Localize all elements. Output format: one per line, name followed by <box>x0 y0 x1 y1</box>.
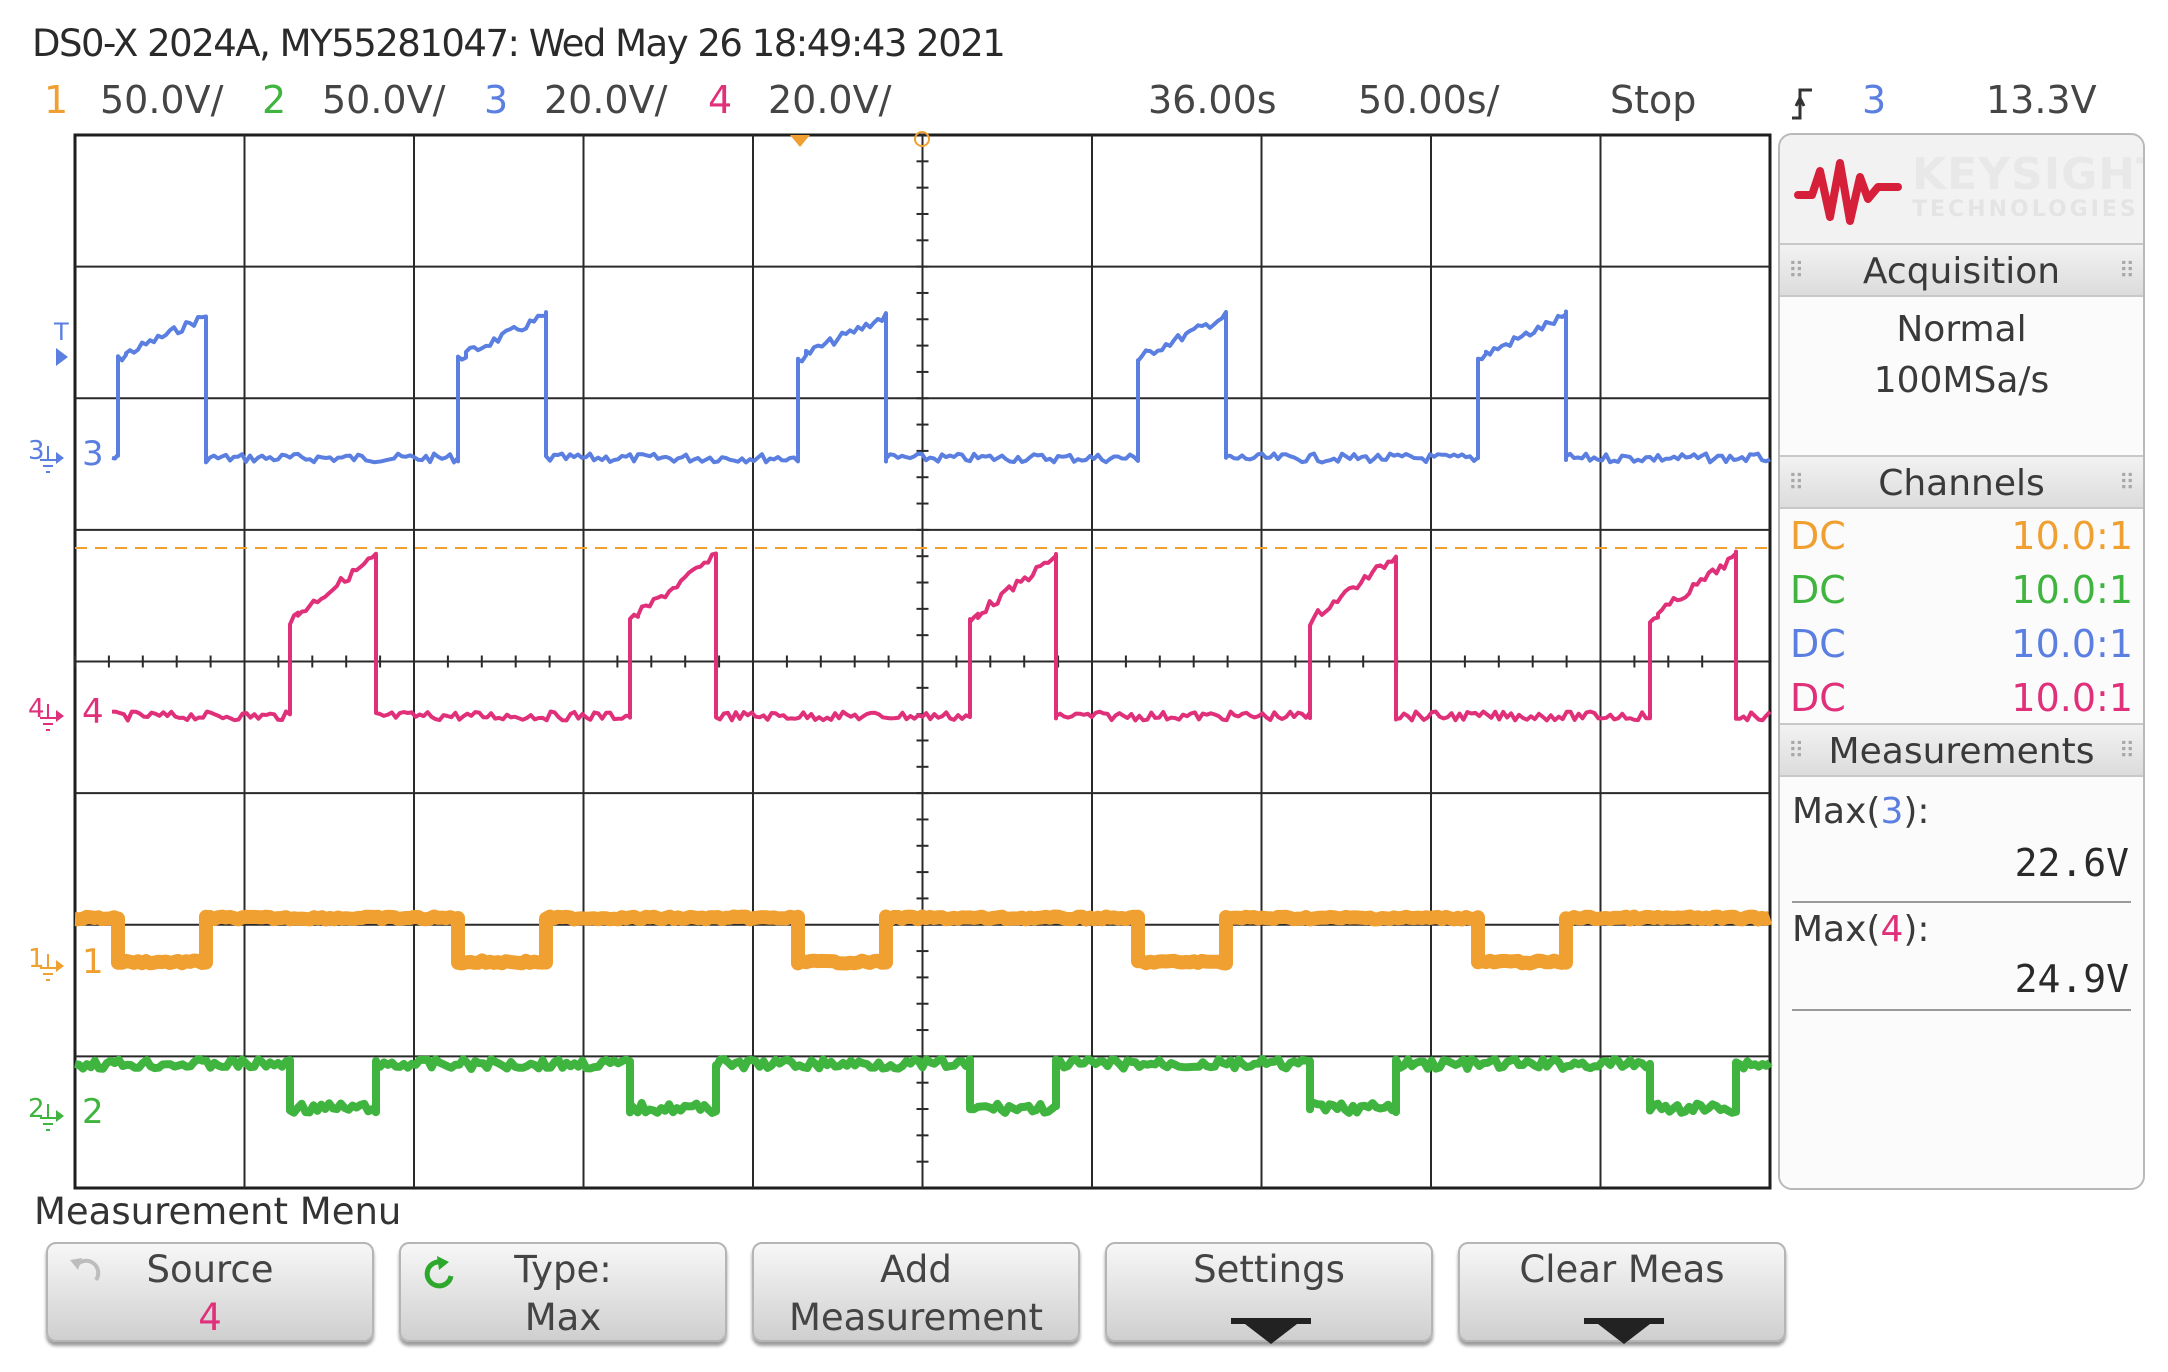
clear-meas-softkey[interactable]: Clear Meas <box>1458 1242 1786 1344</box>
trigger-level-marker: T <box>54 318 69 366</box>
down-arrow-icon <box>1231 1310 1311 1353</box>
window-title: DS0-X 2024A, MY55281047: Wed May 26 18:4… <box>32 22 1006 65</box>
waveform-display[interactable]: T 3 3 4 4 1 1 2 2 <box>0 0 1780 1200</box>
measurement-value-1: 22.6V <box>2014 841 2129 885</box>
ch1-number[interactable]: 1 <box>44 78 69 122</box>
ch2-waveform <box>74 1055 1773 1117</box>
channel-info-row-3: DC 10.0:1 <box>1790 622 2133 666</box>
measurement-label-2: Max(4): <box>1792 909 1930 950</box>
channel-status-bar: 1 50.0V/ 2 50.0V/ 3 20.0V/ 4 20.0V/ 36.0… <box>0 78 2168 134</box>
trigger-position-marker <box>790 135 810 147</box>
trigger-level[interactable]: 13.3V <box>1986 78 2097 122</box>
info-side-panel: KEYSIGHT TECHNOLOGIES ⠿ Acquisition ⠿ No… <box>1778 133 2145 1190</box>
ch3-waveform <box>111 309 1771 465</box>
measurement-divider <box>1792 1009 2131 1011</box>
acquisition-body: Normal 100MSa/s <box>1780 297 2143 455</box>
acquisition-header[interactable]: ⠿ Acquisition ⠿ <box>1780 243 2143 297</box>
channels-header[interactable]: ⠿ Channels ⠿ <box>1780 455 2143 509</box>
back-arrow-icon <box>66 1254 104 1301</box>
measurement-value-2: 24.9V <box>2014 957 2129 1001</box>
source-softkey[interactable]: Source 4 <box>46 1242 374 1342</box>
ch3-number[interactable]: 3 <box>484 78 509 122</box>
menu-title: Measurement Menu <box>34 1190 402 1233</box>
brand-subtitle: TECHNOLOGIES <box>1912 197 2139 222</box>
trigger-source[interactable]: 3 <box>1862 78 1887 122</box>
channel-info-row-2: DC 10.0:1 <box>1790 568 2133 612</box>
keysight-wave-logo <box>1794 159 1902 225</box>
measurement-label-1: Max(3): <box>1792 791 1930 832</box>
channel-info-row-1: DC 10.0:1 <box>1790 514 2133 558</box>
ch2-number[interactable]: 2 <box>262 78 287 122</box>
brand-logo: KEYSIGHT TECHNOLOGIES <box>1780 135 2143 245</box>
sample-rate: 100MSa/s <box>1873 360 2050 401</box>
channel-info-row-4: DC 10.0:1 <box>1790 676 2133 720</box>
timebase-scale[interactable]: 50.00s/ <box>1358 78 1500 122</box>
ch1-scale[interactable]: 50.0V/ <box>100 78 224 122</box>
acquisition-mode: Normal <box>1896 309 2027 350</box>
measurements-body: Max(3): 22.6V Max(4): 24.9V <box>1780 777 2143 1188</box>
delay-reference-marker <box>914 131 930 147</box>
horizontal-delay[interactable]: 36.00s <box>1148 78 1277 122</box>
down-arrow-icon <box>1584 1310 1664 1353</box>
trigger-edge-icon <box>1790 84 1816 133</box>
ch4-number[interactable]: 4 <box>708 78 733 122</box>
measurement-divider <box>1792 901 2131 903</box>
graticule <box>71 131 1773 1190</box>
ch2-scale[interactable]: 50.0V/ <box>322 78 446 122</box>
brand-name: KEYSIGHT <box>1912 149 2145 200</box>
add-measurement-softkey[interactable]: Add Measurement <box>752 1242 1080 1342</box>
ch1-waveform <box>71 909 1773 971</box>
measurements-header[interactable]: ⠿ Measurements ⠿ <box>1780 723 2143 777</box>
ch4-scale[interactable]: 20.0V/ <box>768 78 892 122</box>
run-state: Stop <box>1610 78 1697 122</box>
cycle-icon <box>419 1254 459 1303</box>
ch4-waveform <box>111 549 1772 723</box>
settings-softkey[interactable]: Settings <box>1105 1242 1433 1344</box>
channels-body: DC 10.0:1 DC 10.0:1 DC 10.0:1 DC 10.0:1 <box>1780 509 2143 725</box>
ch3-scale[interactable]: 20.0V/ <box>544 78 668 122</box>
type-softkey[interactable]: Type: Max <box>399 1242 727 1342</box>
